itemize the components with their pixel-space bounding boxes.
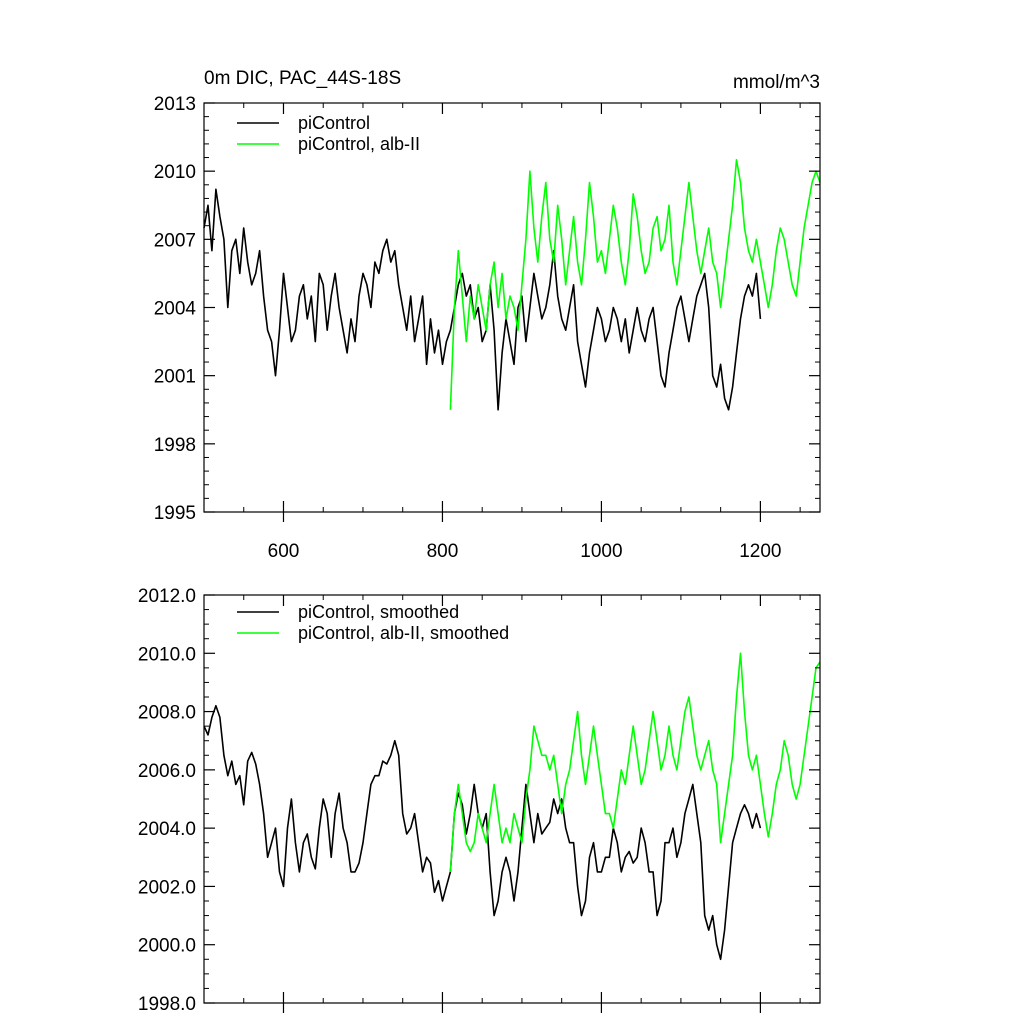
top-panel-series-line-0 [203, 188, 762, 411]
top-panel-xtick-label-2: 1000 [580, 541, 622, 562]
top-panel-ticks: 1995 1998 2001 2004 2007 2010 2013 600 800 1000 12… [154, 94, 820, 562]
top-panel-ytick-label-6: 2013 [154, 94, 196, 115]
bottom-panel-ytick-label-6: 2010.0 [138, 644, 196, 665]
top-panel-title: 0m DIC, PAC_44S-18S [204, 68, 401, 89]
bottom-panel-ytick-label-2: 2002.0 [138, 877, 196, 898]
top-panel-units: mmol/m^3 [733, 72, 820, 93]
bottom-panel-frame [203, 594, 821, 1004]
bottom-panel-series-line-1 [449, 652, 821, 872]
top-panel-ytick-label-0: 1995 [154, 503, 196, 524]
bottom-panel-ytick-label-4: 2006.0 [138, 761, 196, 782]
top-panel-ytick-label-5: 2010 [154, 162, 196, 183]
top-panel-ytick-label-4: 2007 [154, 230, 196, 251]
top-panel: 0m DIC, PAC_44S-18S mmol/m^3 1995 1998 200… [154, 68, 821, 562]
top-panel-ytick-label-1: 1998 [154, 435, 196, 456]
top-panel-xtick-label-1: 800 [427, 541, 459, 562]
bottom-panel-ytick-label-1: 2000.0 [138, 936, 196, 957]
top-panel-xtick-label-0: 600 [268, 541, 300, 562]
bottom-panel-ytick-label-3: 2004.0 [138, 819, 196, 840]
bottom-panel-ytick-label-5: 2008.0 [138, 703, 196, 724]
bottom-panel-ytick-label-7: 2012.0 [138, 586, 196, 607]
bottom-panel-ticks: 1998.0 2000.0 2002.0 2004.0 2006.0 2008.0 2010… [138, 586, 820, 1015]
top-panel-series [203, 159, 821, 411]
top-panel-xtick-label-3: 1200 [739, 541, 781, 562]
bottom-panel: 1998.0 2000.0 2002.0 2004.0 2006.0 2008.0 2010… [138, 586, 821, 1015]
bottom-panel-series [203, 652, 821, 961]
top-panel-ytick-label-2: 2001 [154, 367, 196, 388]
top-panel-legend-label-1: piControl, alb-II [298, 134, 420, 154]
top-panel-series-line-1 [449, 159, 821, 410]
top-panel-legend-label-0: piControl [298, 113, 370, 133]
bottom-panel-legend-label-1: piControl, alb-II, smoothed [298, 623, 509, 643]
bottom-panel-legend-label-0: piControl, smoothed [298, 602, 459, 622]
top-panel-frame [203, 102, 821, 513]
top-panel-ytick-label-3: 2004 [154, 299, 197, 320]
bottom-panel-ytick-label-0: 1998.0 [138, 994, 196, 1015]
